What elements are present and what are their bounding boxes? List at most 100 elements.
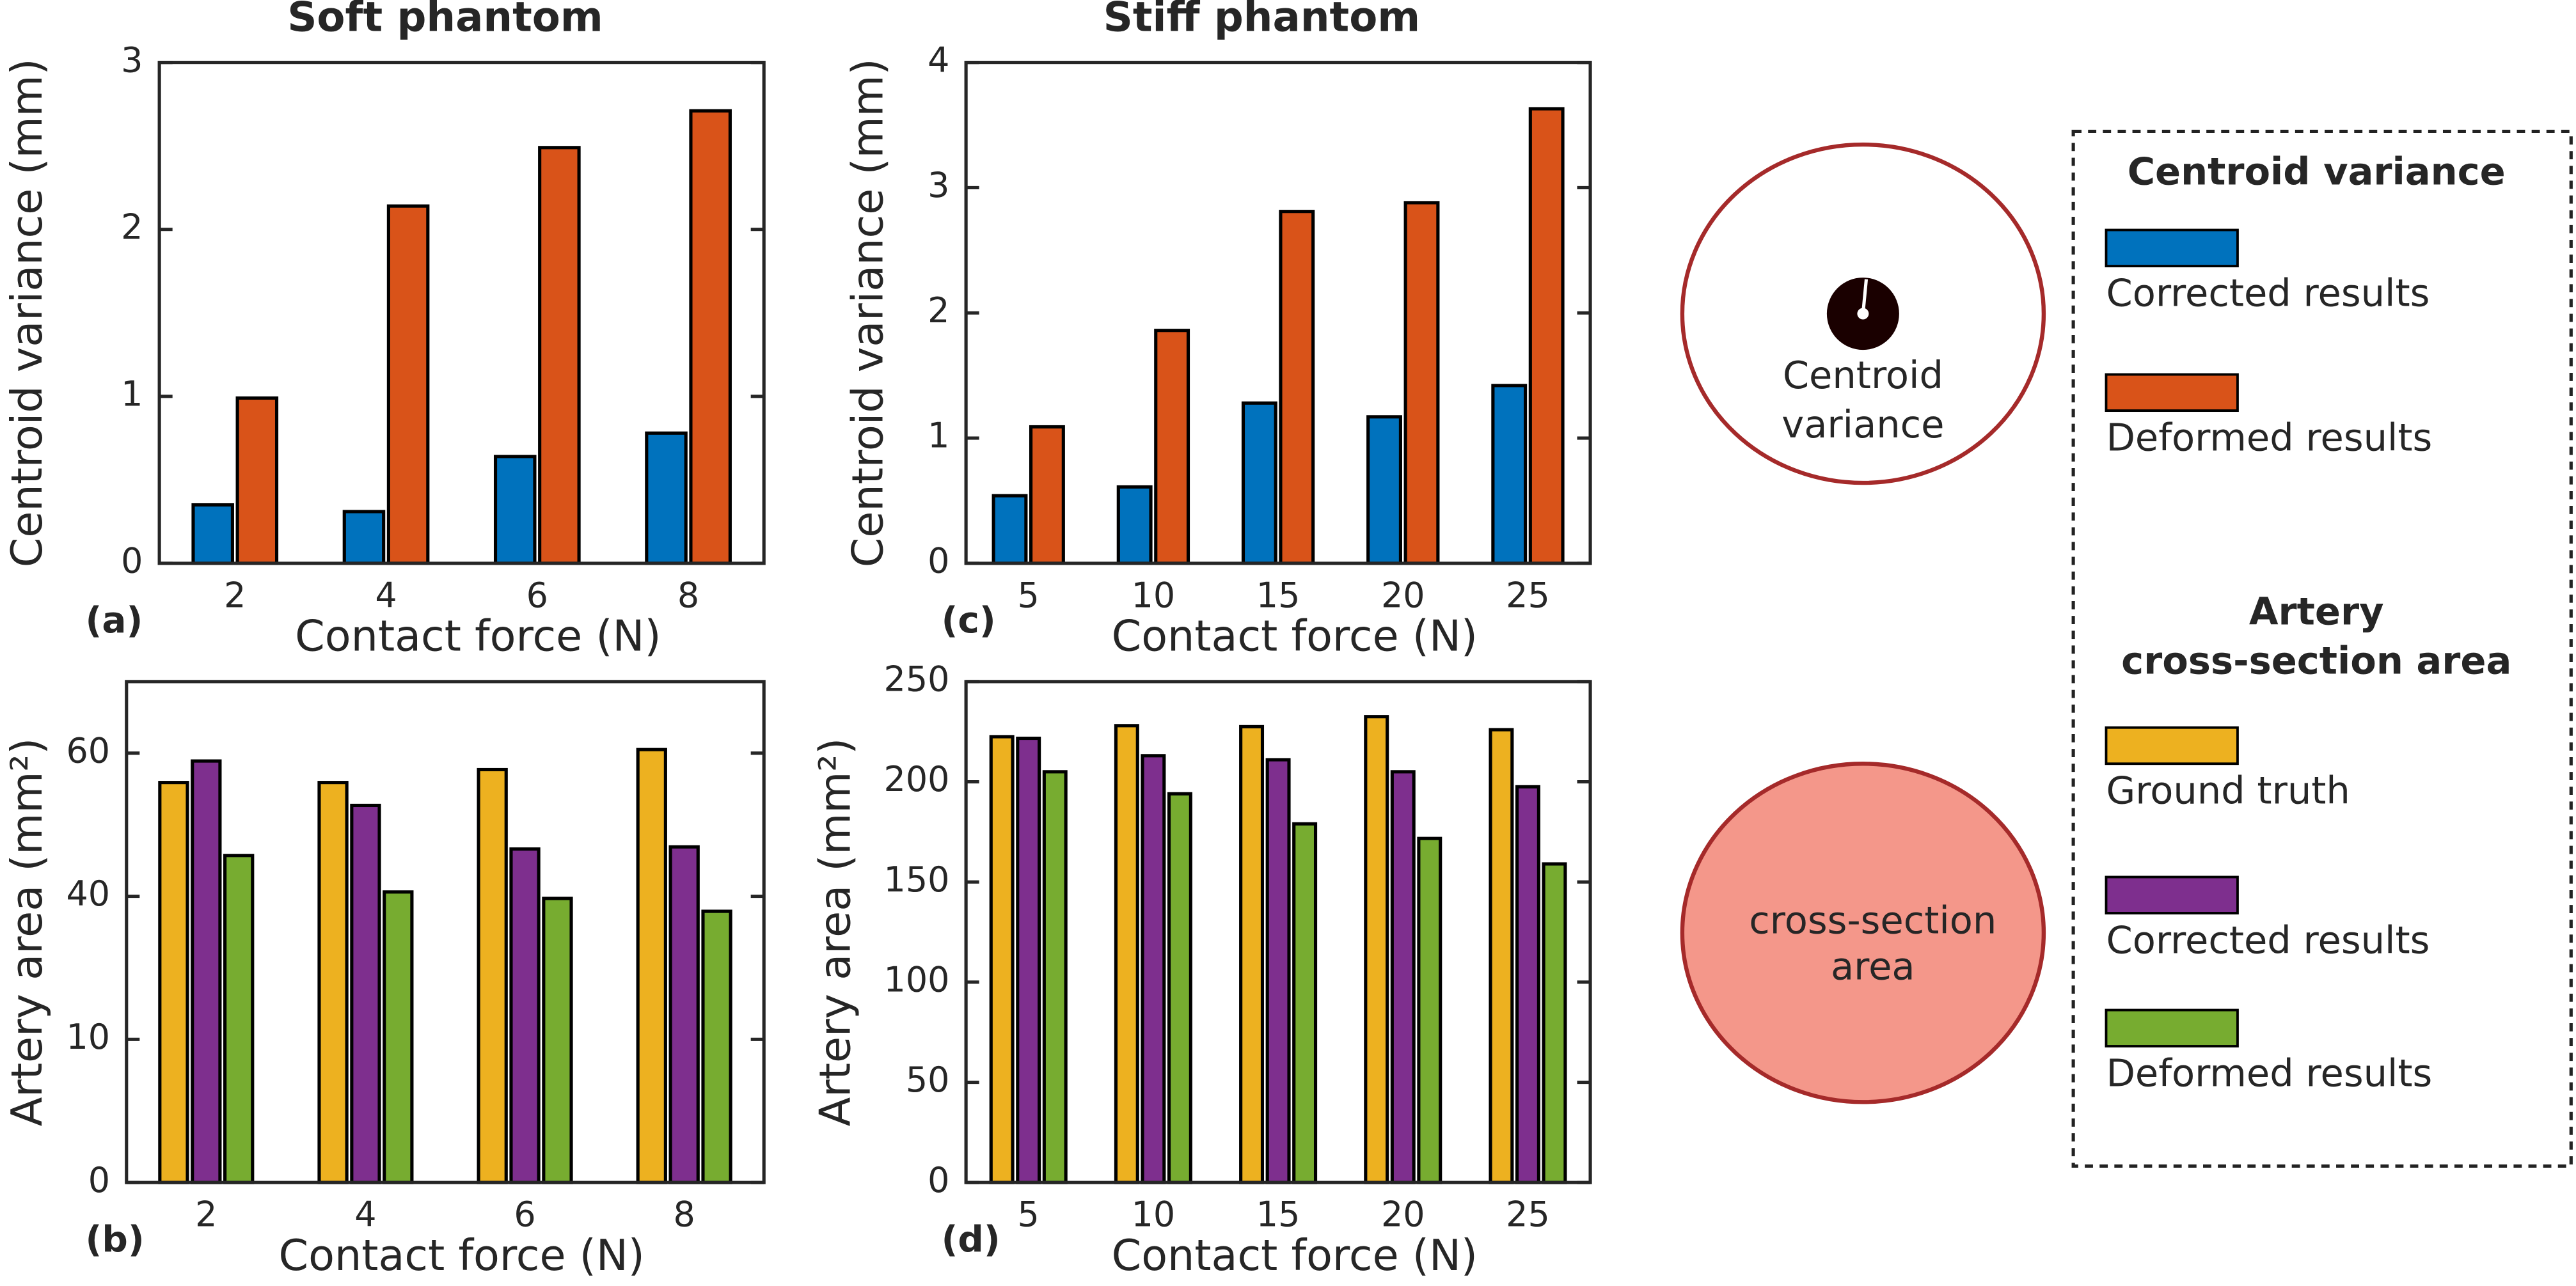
x-tick-label: 5	[1018, 1195, 1039, 1235]
bar	[1489, 728, 1514, 1184]
legend-heading: Centroid variance	[2128, 149, 2506, 193]
x-tick-label: 20	[1381, 1195, 1425, 1235]
legend-label: Corrected results	[2106, 918, 2430, 962]
y-tick-label: 0	[928, 1160, 949, 1200]
chart-title: Stiff phantom	[1103, 0, 1421, 41]
bar	[1042, 770, 1068, 1184]
legend-box	[2071, 129, 2573, 1168]
y-axis-label: Artery area (mm²)	[810, 738, 860, 1127]
y-tick-label: 2	[121, 207, 143, 247]
bar	[342, 510, 386, 565]
legend-swatch	[2105, 875, 2239, 914]
bar	[158, 781, 189, 1184]
bar	[350, 803, 381, 1184]
y-tick-label: 50	[906, 1060, 950, 1100]
y-tick-label: 3	[121, 40, 143, 80]
legend-label: Corrected results	[2106, 271, 2430, 315]
bar	[1167, 792, 1192, 1184]
x-tick-label: 15	[1256, 1195, 1300, 1235]
plot-frame	[157, 61, 766, 565]
bar	[191, 503, 234, 565]
panel-label: (a)	[86, 600, 143, 641]
bar	[317, 781, 349, 1184]
legend-label: Deformed results	[2106, 1051, 2432, 1095]
y-axis-label: Centroid variance (mm)	[2, 58, 52, 567]
diagram-label: variance	[1782, 402, 1944, 446]
chart-title: Soft phantom	[287, 0, 603, 41]
y-axis-label: Artery area (mm²)	[2, 738, 52, 1127]
bar	[1114, 724, 1139, 1184]
bar	[223, 854, 255, 1184]
bar	[1491, 384, 1528, 565]
bar	[1241, 401, 1277, 565]
legend-heading: Artery	[2249, 590, 2384, 634]
y-tick-label: 40	[66, 874, 110, 914]
bar	[386, 204, 430, 565]
diagram-label: Centroid	[1783, 353, 1943, 397]
bar	[493, 455, 537, 565]
x-tick-label: 8	[674, 1195, 695, 1235]
y-tick-label: 2	[928, 290, 949, 331]
bar	[645, 431, 688, 565]
bar	[1417, 836, 1442, 1184]
legend-swatch	[2105, 1008, 2239, 1047]
bar	[191, 759, 222, 1184]
bar	[1029, 425, 1065, 565]
diagram-label: area	[1831, 944, 1915, 988]
x-tick-label: 6	[526, 576, 548, 616]
y-tick-label: 3	[928, 165, 949, 205]
centroid-needle	[1861, 279, 1869, 314]
x-tick-label: 6	[514, 1195, 535, 1235]
bar	[636, 748, 667, 1184]
bar	[1403, 201, 1440, 565]
y-tick-label: 250	[884, 659, 950, 699]
bar	[1292, 822, 1318, 1184]
x-tick-label: 20	[1381, 576, 1425, 616]
x-axis-label: Contact force (N)	[278, 1230, 644, 1280]
bar	[989, 735, 1015, 1184]
legend-heading: cross-section area	[2121, 639, 2511, 683]
bar	[542, 897, 573, 1184]
panel-label: (c)	[942, 600, 996, 641]
x-tick-label: 2	[195, 1195, 217, 1235]
x-axis-label: Contact force (N)	[1112, 611, 1478, 661]
legend-label: Ground truth	[2106, 769, 2350, 813]
bar	[235, 396, 279, 565]
y-tick-label: 100	[884, 959, 950, 1000]
x-tick-label: 15	[1256, 576, 1300, 616]
legend-label: Deformed results	[2106, 415, 2432, 459]
y-tick-label: 200	[884, 759, 950, 799]
area-ellipse	[1680, 762, 2046, 1104]
bar	[1542, 862, 1567, 1184]
panel-label: (d)	[942, 1219, 1000, 1260]
bar	[1154, 329, 1190, 565]
x-tick-label: 10	[1132, 1195, 1176, 1235]
x-axis-label: Contact force (N)	[295, 611, 661, 661]
y-axis-label: Centroid variance (mm)	[843, 58, 893, 567]
x-tick-label: 5	[1018, 576, 1039, 616]
bar	[992, 494, 1028, 565]
y-tick-label: 60	[66, 730, 110, 771]
y-tick-label: 150	[884, 859, 950, 900]
x-tick-label: 4	[375, 576, 397, 616]
bar	[1141, 754, 1166, 1184]
x-tick-label: 2	[224, 576, 246, 616]
bar	[1366, 415, 1402, 565]
bar	[1390, 770, 1416, 1184]
x-tick-label: 4	[354, 1195, 376, 1235]
y-tick-label: 0	[121, 541, 143, 581]
bar	[1016, 736, 1041, 1184]
bar	[383, 890, 414, 1184]
bar	[477, 767, 508, 1184]
legend-swatch	[2105, 228, 2239, 268]
bar	[1364, 715, 1389, 1184]
x-tick-label: 25	[1506, 1195, 1550, 1235]
x-tick-label: 25	[1506, 576, 1550, 616]
bar	[701, 909, 732, 1184]
y-tick-label: 0	[928, 541, 949, 581]
bar	[689, 109, 732, 565]
bar	[1265, 758, 1291, 1184]
centroid-dot	[1857, 308, 1869, 320]
bar	[1239, 725, 1265, 1184]
